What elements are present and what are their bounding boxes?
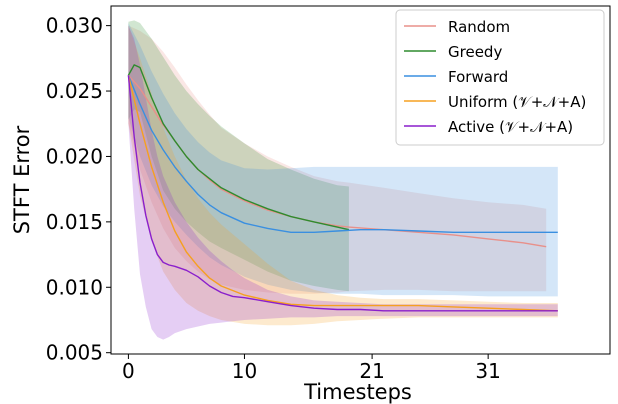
y-axis: 0.005 0.010 0.015 0.020 0.025 0.030 <box>46 14 111 365</box>
x-tick-label: 31 <box>475 359 500 383</box>
greedy-legend-label: Greedy <box>448 43 502 61</box>
active-a-legend-label: Active (𝒱+𝒩+A) <box>448 118 573 136</box>
active-a-band <box>128 25 558 340</box>
uniform-a-band <box>128 25 558 326</box>
x-tick-label: 0 <box>122 359 135 383</box>
random-legend-label: Random <box>448 18 510 36</box>
uniform-a-line <box>127 75 558 312</box>
plot-frame <box>110 5 611 355</box>
greedy-band <box>128 20 349 292</box>
series-lines <box>127 64 558 312</box>
legend-box <box>395 9 605 146</box>
y-tick-label: 0.015 <box>46 210 103 234</box>
x-axis-label: Timesteps <box>303 380 412 404</box>
uniform-a-legend-label: Uniform (𝒱+𝒩+A) <box>448 93 586 111</box>
y-tick-label: 0.020 <box>46 144 103 168</box>
y-tick-label: 0.025 <box>46 79 103 103</box>
forward-legend-label: Forward <box>448 68 508 86</box>
forward-band <box>128 23 558 297</box>
y-axis-label: STFT Error <box>10 125 34 234</box>
greedy-line <box>127 64 350 231</box>
y-tick-label: 0.010 <box>46 275 103 299</box>
forward-line <box>127 75 558 234</box>
y-tick-label: 0.030 <box>46 14 103 38</box>
confidence-bands <box>128 20 558 340</box>
active-a-line <box>127 75 558 312</box>
x-tick-label: 10 <box>232 359 257 383</box>
legend: Random Greedy Forward Uniform (𝒱+𝒩+A) Active… <box>395 9 605 146</box>
x-tick-label: 21 <box>359 359 384 383</box>
x-axis: 0 10 21 31 <box>122 354 501 383</box>
y-tick-label: 0.005 <box>46 341 103 365</box>
random-band <box>128 25 547 294</box>
